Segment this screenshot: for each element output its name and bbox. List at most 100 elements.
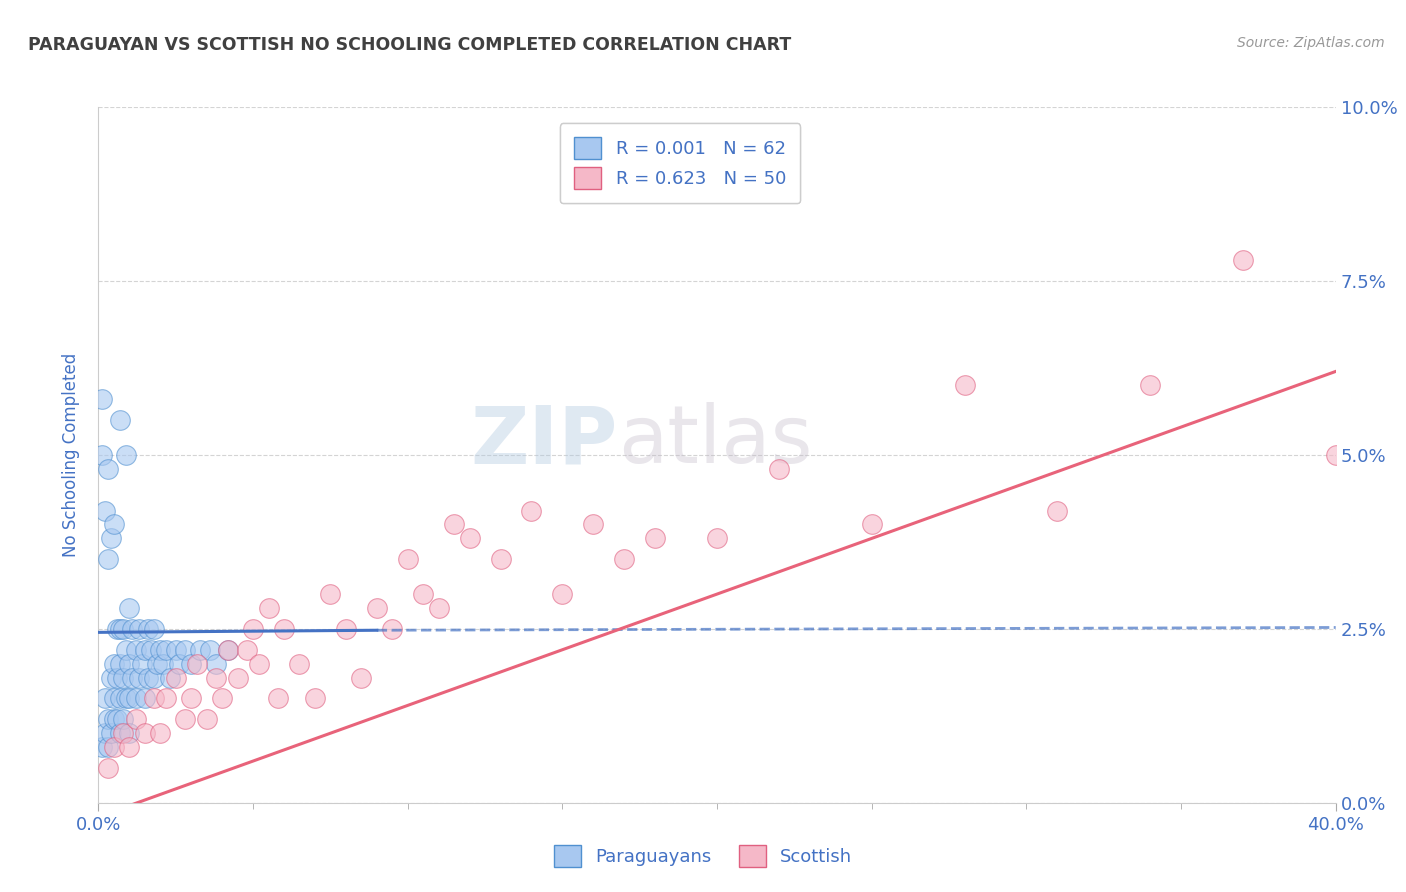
Point [613,552,636,566]
Point [396,552,419,566]
Point [90,392,112,407]
Point [143,691,166,706]
Point [143,622,166,636]
Point [108,657,131,671]
Point [97,761,120,775]
Point [155,642,177,657]
Point [205,657,228,671]
Point [159,671,181,685]
Point [335,622,357,636]
Point [582,517,605,532]
Point [100,532,122,546]
Point [112,712,135,726]
Point [165,671,187,685]
Point [381,622,404,636]
Point [412,587,434,601]
Point [366,601,388,615]
Point [108,413,131,427]
Point [195,712,218,726]
Point [105,622,128,636]
Point [118,740,141,755]
Point [103,517,125,532]
Point [121,622,143,636]
Point [198,642,221,657]
Point [121,671,143,685]
Point [128,622,150,636]
Point [236,642,259,657]
Point [217,642,239,657]
Point [226,671,249,685]
Point [489,552,512,566]
Point [165,642,187,657]
Point [247,657,270,671]
Point [115,691,138,706]
Point [90,448,112,462]
Point [105,712,128,726]
Text: Source: ZipAtlas.com: Source: ZipAtlas.com [1237,36,1385,50]
Point [124,691,146,706]
Point [319,587,342,601]
Point [304,691,326,706]
Point [124,712,146,726]
Point [288,657,311,671]
Point [97,462,120,476]
Point [97,712,120,726]
Point [108,726,131,740]
Point [953,378,976,392]
Point [149,642,172,657]
Point [90,740,112,755]
Point [93,726,115,740]
Point [180,657,202,671]
Point [350,671,373,685]
Point [443,517,465,532]
Point [149,726,172,740]
Point [134,691,156,706]
Point [1324,448,1347,462]
Point [267,691,290,706]
Point [103,712,125,726]
Y-axis label: No Schooling Completed: No Schooling Completed [62,353,80,557]
Point [180,691,202,706]
Point [115,642,138,657]
Point [112,726,135,740]
Point [205,671,228,685]
Point [217,642,239,657]
Point [136,622,159,636]
Point [211,691,233,706]
Text: PARAGUAYAN VS SCOTTISH NO SCHOOLING COMPLETED CORRELATION CHART: PARAGUAYAN VS SCOTTISH NO SCHOOLING COMP… [28,36,792,54]
Point [143,671,166,685]
Point [112,671,135,685]
Point [134,726,156,740]
Point [103,657,125,671]
Point [97,740,120,755]
Point [103,740,125,755]
Point [167,657,190,671]
Legend: R = 0.001   N = 62, R = 0.623   N = 50: R = 0.001 N = 62, R = 0.623 N = 50 [560,123,800,203]
Point [186,657,208,671]
Point [100,671,122,685]
Point [860,517,883,532]
Point [174,712,197,726]
Point [190,642,212,657]
Point [1046,503,1069,517]
Point [551,587,574,601]
Point [706,532,728,546]
Point [103,691,125,706]
Point [768,462,790,476]
Point [520,503,543,517]
Point [100,726,122,740]
Point [155,691,177,706]
Point [131,657,153,671]
Point [139,642,162,657]
Point [644,532,666,546]
Point [146,657,169,671]
Point [115,448,138,462]
Point [118,601,141,615]
Point [105,671,128,685]
Point [93,691,115,706]
Point [124,642,146,657]
Point [273,622,295,636]
Point [108,691,131,706]
Point [257,601,280,615]
Point [1139,378,1161,392]
